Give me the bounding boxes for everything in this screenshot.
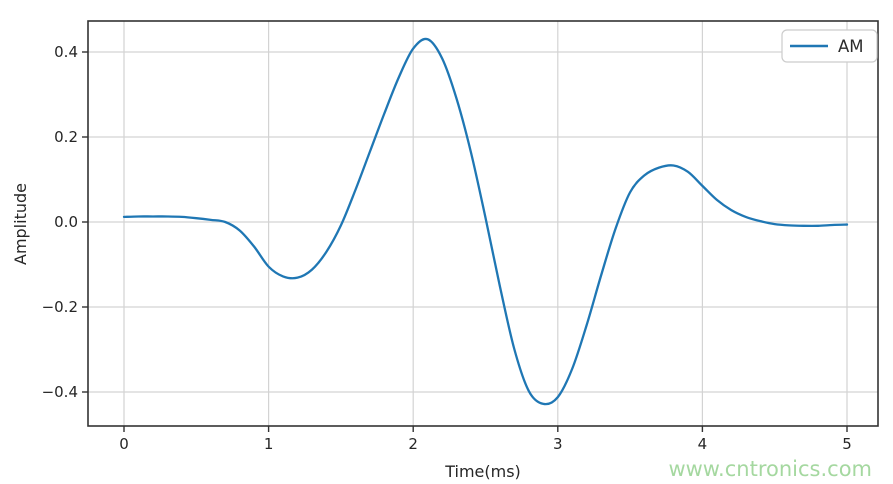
x-tick-label: 5 xyxy=(842,435,852,453)
series-layer xyxy=(122,37,849,406)
y-tick-label: −0.4 xyxy=(42,383,78,401)
legend: AM xyxy=(781,29,878,63)
watermark: www.cntronics.com xyxy=(668,457,872,481)
y-tick-label: 0.2 xyxy=(54,128,78,146)
x-tick-label: 4 xyxy=(698,435,708,453)
y-axis-label: Amplitude xyxy=(11,183,30,265)
x-tick-label: 1 xyxy=(264,435,274,453)
am-series-line xyxy=(122,37,849,406)
legend-box xyxy=(781,29,878,63)
x-axis-label: Time(ms) xyxy=(444,462,521,481)
gridlines xyxy=(88,21,878,426)
x-tick-label: 0 xyxy=(119,435,129,453)
y-tick-label: 0.0 xyxy=(54,213,78,231)
plot-border xyxy=(87,20,879,427)
legend-label: AM xyxy=(838,37,864,56)
tick-labels: 0 1 2 3 4 5 0.4 0.2 0.0 −0.2 −0.4 xyxy=(42,43,852,453)
y-tick-label: −0.2 xyxy=(42,298,78,316)
axis-ticks xyxy=(82,51,848,432)
y-tick-label: 0.4 xyxy=(54,43,78,61)
x-tick-label: 3 xyxy=(553,435,563,453)
x-tick-label: 2 xyxy=(408,435,418,453)
